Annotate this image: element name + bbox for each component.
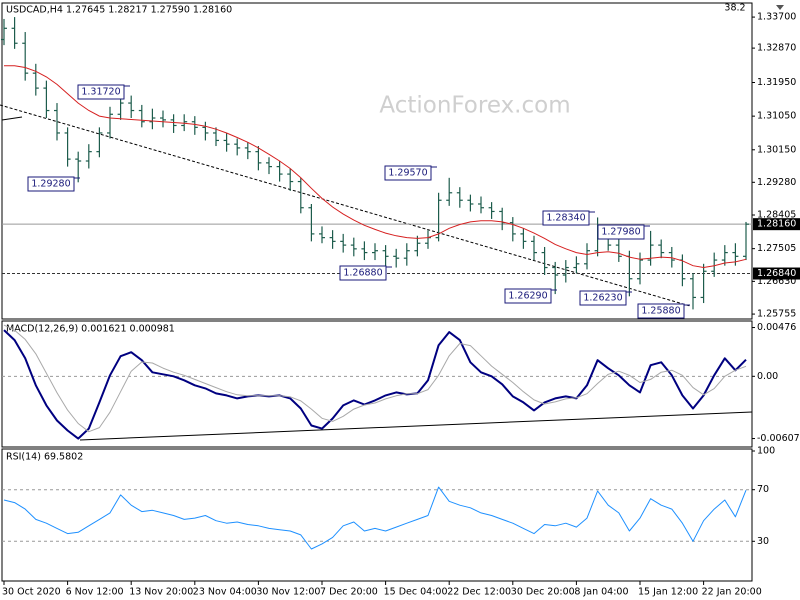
moving-average <box>4 65 747 269</box>
price-level-box <box>753 218 800 231</box>
annotation-box <box>504 288 552 304</box>
x-tick-label: 30 Oct 2020 <box>2 587 61 598</box>
macd-panel <box>1 320 753 448</box>
annotation-box <box>339 265 387 281</box>
annotation: 1.28340 <box>546 213 585 224</box>
annotation-box <box>27 176 75 192</box>
annotation-box <box>579 290 627 306</box>
annotation-box <box>542 210 590 226</box>
annotation-box <box>384 165 432 181</box>
y-tick-label: 1.27505 <box>757 243 796 254</box>
annotation-box <box>637 303 685 319</box>
watermark: ActionForex.com <box>379 93 570 119</box>
price-level-box <box>753 267 800 280</box>
annotation-box <box>77 84 125 100</box>
annotation: 1.26230 <box>583 293 622 304</box>
y-tick-label: 1.30150 <box>757 144 796 155</box>
x-tick-label: 6 Nov 12:00 <box>66 587 124 598</box>
rsi-title: RSI(14) 69.5802 <box>6 452 83 463</box>
y-tick-label: 1.32870 <box>757 43 796 54</box>
y-tick-label: 1.28405 <box>757 210 796 221</box>
y-tick-label: 1.31050 <box>757 111 796 122</box>
x-tick-label: 15 Dec 04:00 <box>384 587 448 598</box>
annotation-box <box>597 224 645 240</box>
x-tick-label: 30 Nov 12:00 <box>256 587 320 598</box>
series-line <box>3 324 747 433</box>
y-tick-label: 1.33700 <box>757 12 796 23</box>
annotation: 1.25880 <box>641 306 680 317</box>
y-tick-label: 1.26630 <box>757 276 796 287</box>
trend-line-short <box>1 116 23 121</box>
x-tick-label: 23 Nov 04:00 <box>193 587 257 598</box>
x-tick-label: 30 Dec 20:00 <box>511 587 575 598</box>
x-tick-label: 15 Jan 12:00 <box>638 587 698 598</box>
y-tick-label: 0.00 <box>757 371 778 382</box>
series-line <box>3 329 747 440</box>
menu-arrow[interactable] <box>776 5 784 10</box>
y-tick-label: 100 <box>757 446 775 457</box>
x-tick-label: 22 Dec 12:00 <box>447 587 511 598</box>
annotation: 1.29570 <box>388 168 427 179</box>
annotation: 1.31720 <box>81 87 120 98</box>
y-tick-label: 0.00476 <box>757 322 796 333</box>
corner-text: 38.2 <box>724 3 745 14</box>
annotation: 1.26290 <box>508 291 547 302</box>
x-tick-label: 8 Jan 04:00 <box>574 587 628 598</box>
y-tick-label: -0.006073 <box>757 433 800 444</box>
price-level-label: 1.28160 <box>757 219 796 230</box>
y-tick-label: 1.29280 <box>757 177 796 188</box>
price-title: USDCAD,H4 1.27645 1.28217 1.27590 1.2816… <box>6 5 232 16</box>
macd-title: MACD(12,26,9) 0.001621 0.000981 <box>6 324 175 335</box>
annotation: 1.27980 <box>601 227 640 238</box>
y-tick-label: 70 <box>757 484 769 495</box>
macd-trend-line <box>79 411 753 441</box>
x-tick-label: 22 Jan 20:00 <box>702 587 762 598</box>
annotation: 1.26880 <box>343 268 382 279</box>
price-level-label: 1.26840 <box>757 268 796 279</box>
y-tick-label: 1.31950 <box>757 77 796 88</box>
y-tick-label: 30 <box>757 536 769 547</box>
y-tick-label: 1.25755 <box>757 309 796 320</box>
x-tick-label: 13 Nov 20:00 <box>129 587 193 598</box>
series-line <box>3 486 747 550</box>
price-panel <box>1 2 753 320</box>
rsi-panel <box>1 448 753 582</box>
annotation: 1.29280 <box>31 179 70 190</box>
x-tick-label: 7 Dec 20:00 <box>320 587 378 598</box>
